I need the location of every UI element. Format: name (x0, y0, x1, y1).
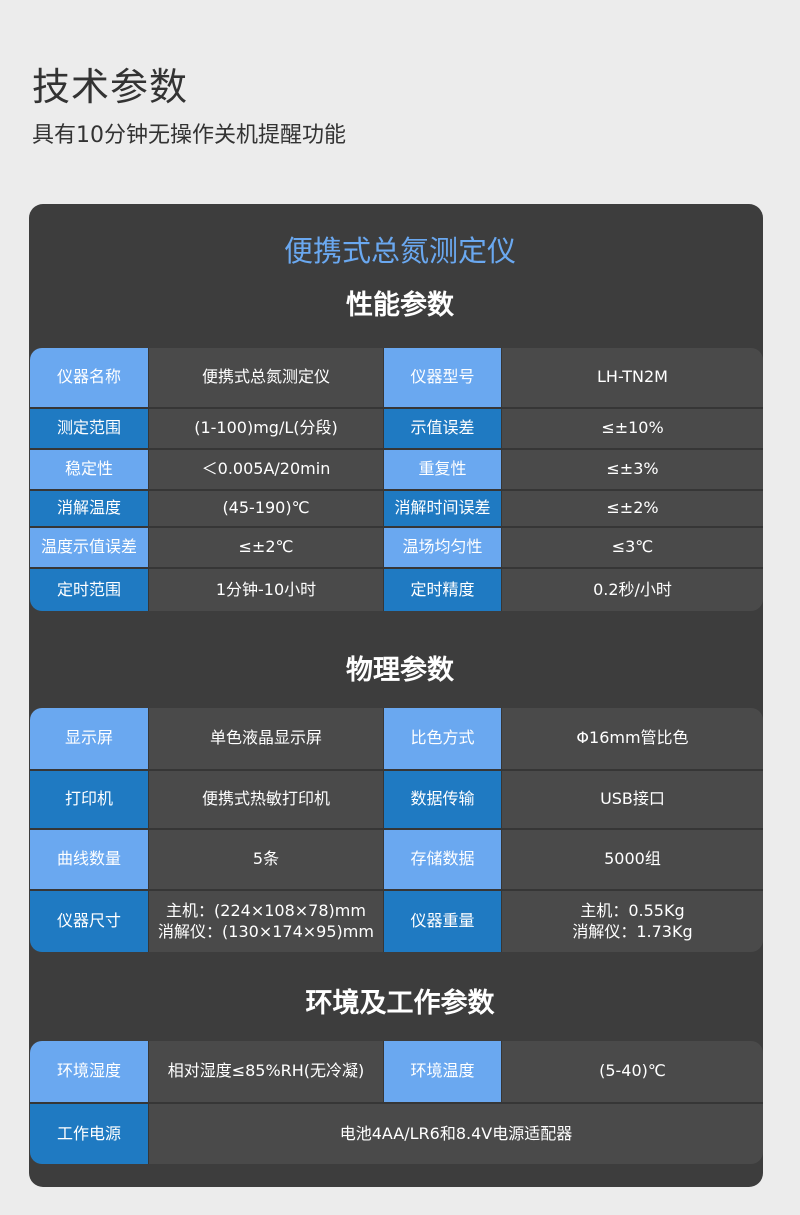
spec-value: 相对湿度≤85%RH(无冷凝) (149, 1041, 384, 1102)
section-title-environment: 环境及工作参数 (305, 988, 495, 1019)
spec-label: 仪器重量 (384, 891, 502, 952)
table-row: 曲线数量 5条 存储数据 5000组 (30, 830, 763, 891)
spec-value: ≤±2℃ (149, 528, 384, 567)
spec-value: 5000组 (604, 849, 661, 869)
spec-label: 温场均匀性 (384, 528, 502, 567)
section-title-performance: 性能参数 (346, 290, 454, 321)
table-row: 定时范围 1分钟-10小时 定时精度 0.2秒/小时 (30, 569, 763, 611)
spec-label: 消解时间误差 (384, 491, 502, 526)
spec-label: 数据传输 (384, 771, 502, 828)
spec-label: 定时范围 (30, 569, 149, 611)
spec-value: ≤±10% (601, 418, 664, 438)
page-subtitle: 具有10分钟无操作关机提醒功能 (32, 123, 346, 148)
spec-value: 0.2秒/小时 (593, 579, 672, 599)
spec-value: 主机：(224×108×78)mm 消解仪：(130×174×95)mm (149, 891, 384, 952)
spec-value: ≤3℃ (611, 537, 654, 557)
spec-value: ≤±3% (606, 459, 659, 479)
table-row: 测定范围 (1-100)mg/L(分段) 示值误差 ≤±10% (30, 409, 763, 450)
spec-label: 环境温度 (384, 1041, 502, 1102)
spec-label: 稳定性 (30, 450, 149, 489)
physical-table: 显示屏 单色液晶显示屏 比色方式 Φ16mm管比色打印机 便携式热敏打印机 数据传输 USB… (30, 708, 763, 952)
spec-value: Φ16mm管比色 (576, 728, 689, 748)
table-row: 显示屏 单色液晶显示屏 比色方式 Φ16mm管比色 (30, 708, 763, 771)
spec-label: 打印机 (30, 771, 149, 828)
table-row: 消解温度 (45-190)℃ 消解时间误差 ≤±2% (30, 491, 763, 528)
spec-label: 示值误差 (384, 409, 502, 448)
spec-value: (45-190)℃ (149, 491, 384, 526)
spec-value: 5条 (149, 830, 384, 889)
spec-value: (5-40)℃ (599, 1061, 666, 1081)
spec-label: 工作电源 (30, 1104, 149, 1164)
table-row: 仪器尺寸 主机：(224×108×78)mm 消解仪：(130×174×95)mm… (30, 891, 763, 952)
spec-label: 重复性 (384, 450, 502, 489)
spec-label: 比色方式 (384, 708, 502, 769)
spec-label: 存储数据 (384, 830, 502, 889)
spec-label: 仪器尺寸 (30, 891, 149, 952)
section-title-physical: 物理参数 (346, 655, 454, 686)
page-title: 技术参数 (32, 65, 189, 109)
spec-label: 仪器名称 (30, 348, 149, 407)
spec-label: 温度示值误差 (30, 528, 149, 567)
spec-value: LH-TN2M (597, 367, 668, 387)
spec-value: 单色液晶显示屏 (149, 708, 384, 769)
spec-label: 显示屏 (30, 708, 149, 769)
spec-label: 消解温度 (30, 491, 149, 526)
spec-label: 曲线数量 (30, 830, 149, 889)
table-row: 仪器名称 便携式总氮测定仪 仪器型号 LH-TN2M (30, 348, 763, 409)
spec-value: 便携式总氮测定仪 (149, 348, 384, 407)
environment-table: 环境湿度 相对湿度≤85%RH(无冷凝) 环境温度 (5-40)℃ 工作电源 电池4AA/… (30, 1041, 763, 1164)
spec-value: ＜0.005A/20min (149, 450, 384, 489)
spec-label: 定时精度 (384, 569, 502, 611)
spec-value: 主机：0.55Kg 消解仪：1.73Kg (572, 900, 693, 941)
performance-table: 仪器名称 便携式总氮测定仪 仪器型号 LH-TN2M 测定范围 (1-100)mg/L(分… (30, 348, 763, 611)
spec-label: 测定范围 (30, 409, 149, 448)
table-row: 环境湿度 相对湿度≤85%RH(无冷凝) 环境温度 (5-40)℃ (30, 1041, 763, 1104)
spec-label: 环境湿度 (30, 1041, 149, 1102)
product-name: 便携式总氮测定仪 (283, 234, 516, 268)
table-row: 打印机 便携式热敏打印机 数据传输 USB接口 (30, 771, 763, 830)
spec-value: USB接口 (600, 789, 665, 809)
spec-value: 便携式热敏打印机 (149, 771, 384, 828)
spec-value: ≤±2% (606, 498, 659, 518)
spec-value: (1-100)mg/L(分段) (149, 409, 384, 448)
table-row: 稳定性 ＜0.005A/20min 重复性 ≤±3% (30, 450, 763, 491)
spec-label: 仪器型号 (384, 348, 502, 407)
table-row: 工作电源 电池4AA/LR6和8.4V电源适配器 (30, 1104, 763, 1164)
spec-value: 1分钟-10小时 (149, 569, 384, 611)
spec-value: 电池4AA/LR6和8.4V电源适配器 (339, 1123, 573, 1143)
table-row: 温度示值误差 ≤±2℃ 温场均匀性 ≤3℃ (30, 528, 763, 569)
